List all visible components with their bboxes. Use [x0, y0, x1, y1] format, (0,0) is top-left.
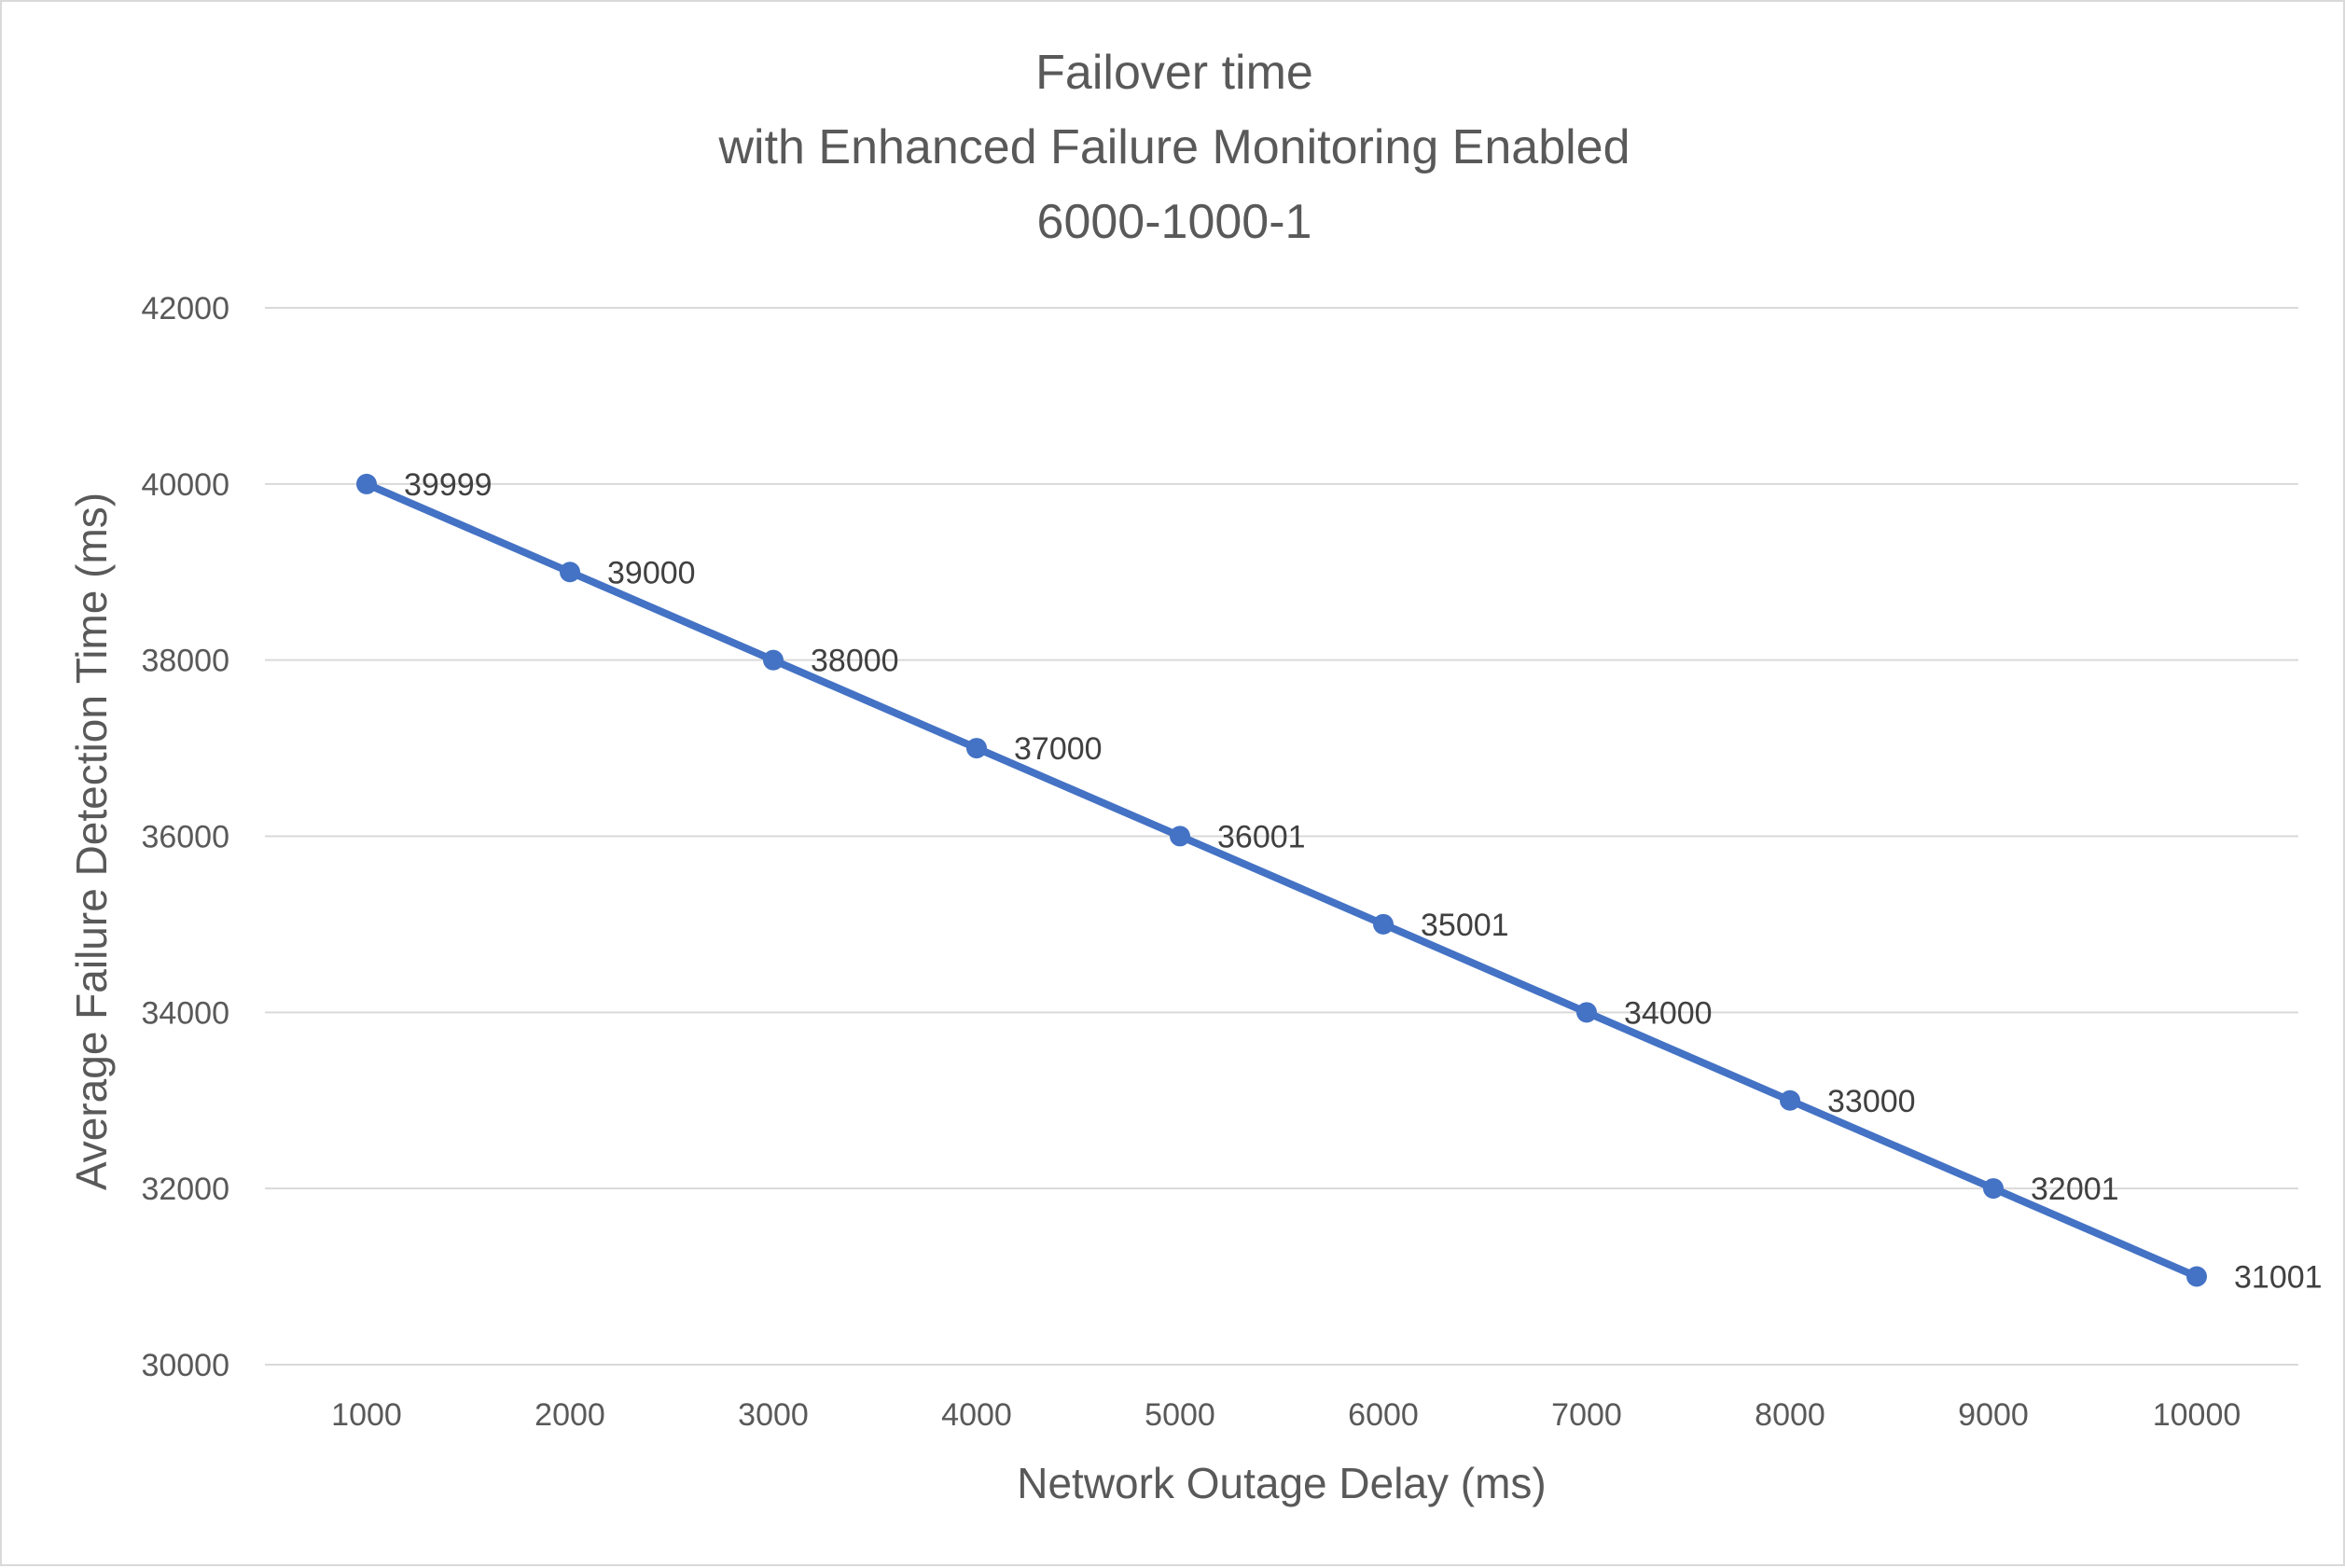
- y-tick-label: 42000: [141, 291, 229, 326]
- data-label: 37000: [1014, 731, 1103, 767]
- x-axis-title: Network Outage Delay (ms): [1017, 1459, 1547, 1507]
- x-tick-label: 1000: [331, 1397, 402, 1433]
- y-tick-label: 32000: [141, 1172, 229, 1207]
- x-tick-label: 10000: [2153, 1397, 2241, 1433]
- data-label: 39000: [607, 555, 696, 590]
- data-point: [1170, 826, 1190, 847]
- data-point: [356, 473, 377, 494]
- chart-title: Failover time with Enhanced Failure Moni…: [717, 46, 1630, 249]
- series-layer: [356, 473, 2207, 1287]
- x-tick-label: 8000: [1755, 1397, 1825, 1433]
- data-label: 36001: [1217, 819, 1306, 854]
- y-axis-title: Average Failure Detection Time (ms): [67, 493, 116, 1190]
- data-labels: 39999 39000 38000 37000 36001 35001 34000 33000…: [404, 467, 2323, 1296]
- data-label: 39999: [404, 467, 493, 503]
- y-tick-label: 38000: [141, 644, 229, 679]
- x-tick-label: 5000: [1145, 1397, 1215, 1433]
- x-tick-label: 9000: [1958, 1397, 2029, 1433]
- y-tick-label: 30000: [141, 1348, 229, 1383]
- y-tick-label: 34000: [141, 995, 229, 1031]
- data-label: 35001: [1421, 908, 1509, 943]
- data-point: [1373, 913, 1394, 935]
- data-label: 38000: [811, 644, 899, 679]
- x-tick-label: 7000: [1551, 1397, 1622, 1433]
- data-point: [966, 738, 987, 759]
- data-point: [1983, 1178, 2004, 1200]
- series-line: [363, 479, 2200, 1281]
- data-label: 31001: [2234, 1259, 2323, 1295]
- data-label: 32001: [2031, 1172, 2119, 1207]
- gridlines: [265, 307, 2298, 1366]
- x-tick-label: 4000: [941, 1397, 1012, 1433]
- data-point: [2186, 1266, 2207, 1287]
- x-axis-ticks: 1000 2000 3000 4000 5000 6000 7000 8000 9000 1000…: [331, 1397, 2241, 1433]
- y-tick-label: 40000: [141, 467, 229, 503]
- x-tick-label: 2000: [534, 1397, 605, 1433]
- chart-title-line-3: 6000-1000-1: [1037, 195, 1312, 249]
- data-point: [560, 562, 580, 583]
- chart-title-line-1: Failover time: [1035, 46, 1313, 100]
- x-tick-label: 6000: [1348, 1397, 1419, 1433]
- data-label: 34000: [1624, 995, 1713, 1031]
- y-axis-ticks: 30000 32000 34000 36000 38000 40000 42000: [141, 291, 229, 1383]
- data-point: [1780, 1089, 1800, 1111]
- data-point: [1576, 1002, 1597, 1023]
- y-tick-label: 36000: [141, 820, 229, 855]
- x-tick-label: 3000: [738, 1397, 809, 1433]
- data-label: 33000: [1827, 1084, 1916, 1119]
- chart-title-line-2: with Enhanced Failure Monitoring Enabled: [717, 120, 1630, 174]
- data-point: [763, 649, 784, 671]
